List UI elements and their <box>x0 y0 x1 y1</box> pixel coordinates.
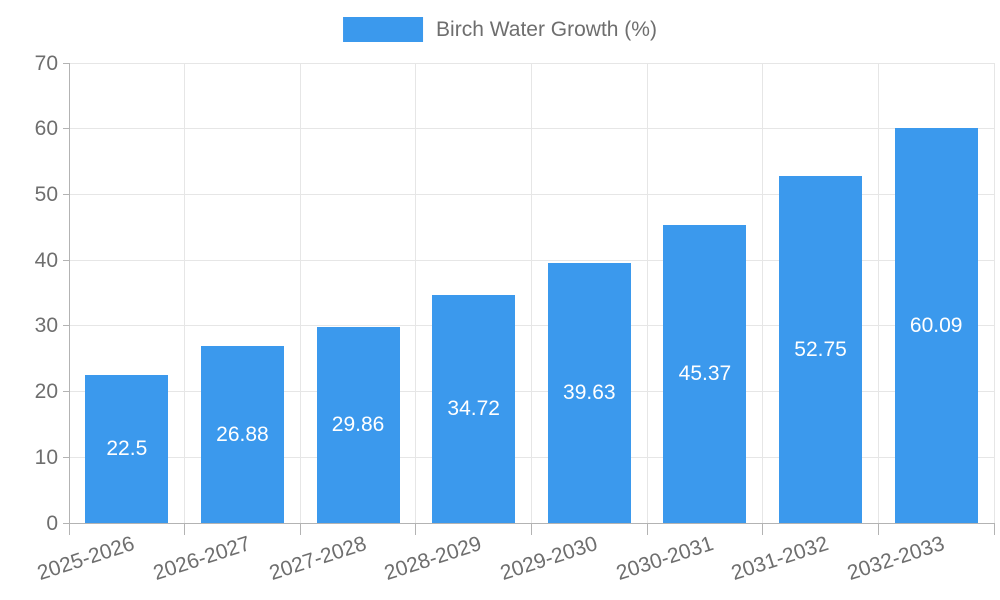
x-axis-tick <box>184 523 186 535</box>
x-gridline <box>415 63 417 523</box>
bar[interactable]: 39.63 <box>547 262 631 523</box>
bar-value-label: 60.09 <box>909 313 963 337</box>
bar[interactable]: 26.88 <box>200 346 284 523</box>
bar-value-label: 34.72 <box>447 396 500 420</box>
y-axis-tick-label: 60 <box>34 117 58 141</box>
y-axis-tick <box>63 193 69 195</box>
legend[interactable]: Birch Water Growth (%) <box>343 17 657 42</box>
y-axis-tick <box>63 325 69 327</box>
y-axis-tick <box>63 259 69 261</box>
bar-value-label: 39.63 <box>563 380 616 404</box>
bar[interactable]: 52.75 <box>779 176 863 523</box>
x-axis-tick <box>762 523 764 535</box>
x-axis-tick-label: 2026-2027 <box>150 532 254 585</box>
x-gridline <box>531 63 532 523</box>
y-axis-tick <box>63 62 69 64</box>
y-axis-line <box>68 63 70 535</box>
bar[interactable]: 22.5 <box>85 375 169 523</box>
y-axis-tick <box>63 391 69 393</box>
y-axis-tick-label: 50 <box>34 182 58 206</box>
y-axis-tick-label: 70 <box>34 51 58 75</box>
x-gridline <box>299 63 301 523</box>
bar-value-label: 29.86 <box>331 412 385 436</box>
x-axis-tick <box>299 523 301 535</box>
x-axis-tick-label: 2030-2031 <box>613 532 716 585</box>
y-axis-tick-label: 10 <box>34 445 58 469</box>
y-axis-tick-label: 20 <box>34 380 58 404</box>
y-axis-tick <box>63 456 69 458</box>
x-gridline <box>646 63 648 523</box>
bar-value-label: 26.88 <box>216 422 269 446</box>
x-gridline <box>877 63 879 523</box>
bar[interactable]: 29.86 <box>316 326 400 523</box>
x-axis-tick-label: 2032-2033 <box>844 532 947 585</box>
bar-value-label: 45.37 <box>678 361 732 385</box>
y-axis-tick-label: 30 <box>34 314 58 338</box>
x-gridline <box>993 63 995 523</box>
y-axis-tick-label: 40 <box>34 248 58 272</box>
y-axis-tick <box>63 128 69 130</box>
bar[interactable]: 45.37 <box>663 224 747 523</box>
x-axis-tick <box>877 523 879 535</box>
legend-swatch <box>343 17 424 42</box>
x-axis-tick <box>993 523 995 535</box>
x-axis-tick-label: 2029-2030 <box>497 532 601 585</box>
x-axis-tick <box>531 523 532 535</box>
x-axis-tick-label: 2025-2026 <box>34 532 138 585</box>
y-axis-tick <box>63 522 69 524</box>
bar[interactable]: 60.09 <box>894 128 978 523</box>
x-axis-tick-label: 2031-2032 <box>728 532 832 585</box>
bar[interactable]: 34.72 <box>432 294 516 523</box>
x-axis-tick <box>415 523 417 535</box>
x-axis-tick <box>646 523 648 535</box>
y-axis-tick-label: 0 <box>46 511 58 535</box>
x-axis-tick-label: 2027-2028 <box>266 532 369 585</box>
x-axis-line <box>69 522 994 524</box>
x-axis-tick-label: 2028-2029 <box>381 532 485 585</box>
bar-value-label: 52.75 <box>794 337 847 361</box>
x-gridline <box>184 63 186 523</box>
bar-value-label: 22.5 <box>106 437 148 461</box>
x-gridline <box>762 63 764 523</box>
legend-label: Birch Water Growth (%) <box>436 18 657 41</box>
